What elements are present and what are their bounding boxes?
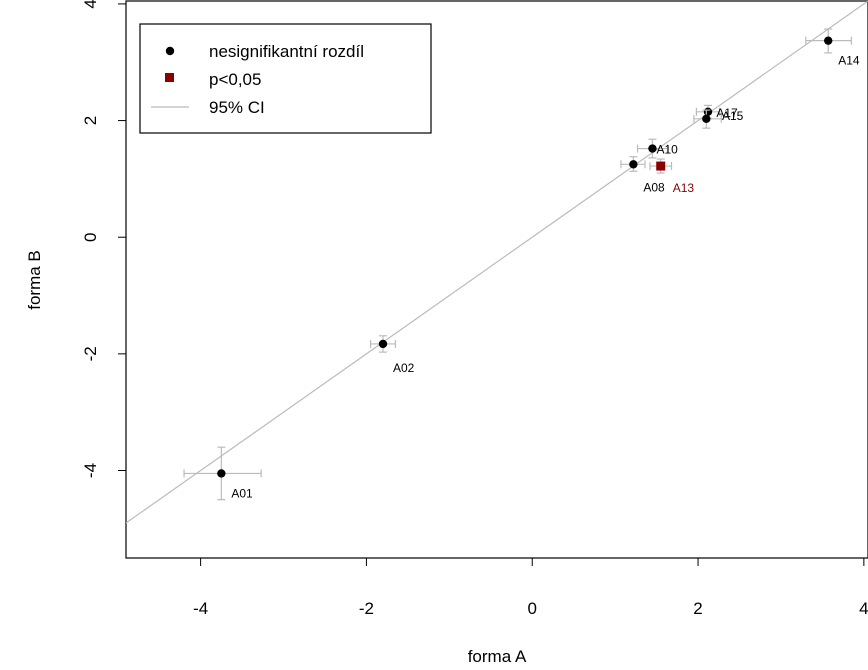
data-point-A08 [629,160,638,169]
y-tick-label: 2 [81,116,100,125]
legend-box [139,23,432,134]
plot-area-frame [125,0,868,559]
y-tick-label: -2 [81,346,100,361]
x-tick-label: 2 [693,599,702,618]
data-point-A17 [702,114,711,124]
y-tick-label: 4 [81,0,100,9]
x-tick-label: 4 [859,599,868,618]
data-point-A13 [656,161,666,171]
identity-line [126,1,868,524]
x-tick-label: -2 [359,599,374,618]
data-point-A10 [648,144,657,153]
data-point-A15 [703,107,713,117]
point-label-A15: A15 [722,109,744,123]
legend: nesignifikantní rozdíl p<0,05 95% CI [139,23,432,134]
legend-label-sig: p<0,05 [209,70,261,89]
data-point-A02 [378,339,388,349]
point-label-A01: A01 [231,486,253,500]
data-point-A01 [217,469,226,478]
y-tick-label: -4 [81,463,100,478]
legend-marker-square-icon [165,73,174,82]
y-axis-label: forma B [25,250,44,310]
point-label-A13: A13 [673,181,695,195]
point-label-A08: A08 [643,180,665,194]
legend-marker-circle-icon [165,46,175,56]
point-label-A14: A14 [838,54,860,68]
point-label-A02: A02 [393,361,415,375]
x-tick-label: 0 [528,599,537,618]
point-label-A17: A17 [716,106,738,120]
legend-label-ci: 95% CI [209,98,265,117]
x-tick-label: -4 [193,599,208,618]
point-label-A10: A10 [656,143,678,157]
y-tick-label: 0 [81,232,100,241]
x-axis-label: forma A [468,647,527,666]
legend-label-ns: nesignifikantní rozdíl [209,42,364,61]
data-point-A14 [824,36,833,45]
